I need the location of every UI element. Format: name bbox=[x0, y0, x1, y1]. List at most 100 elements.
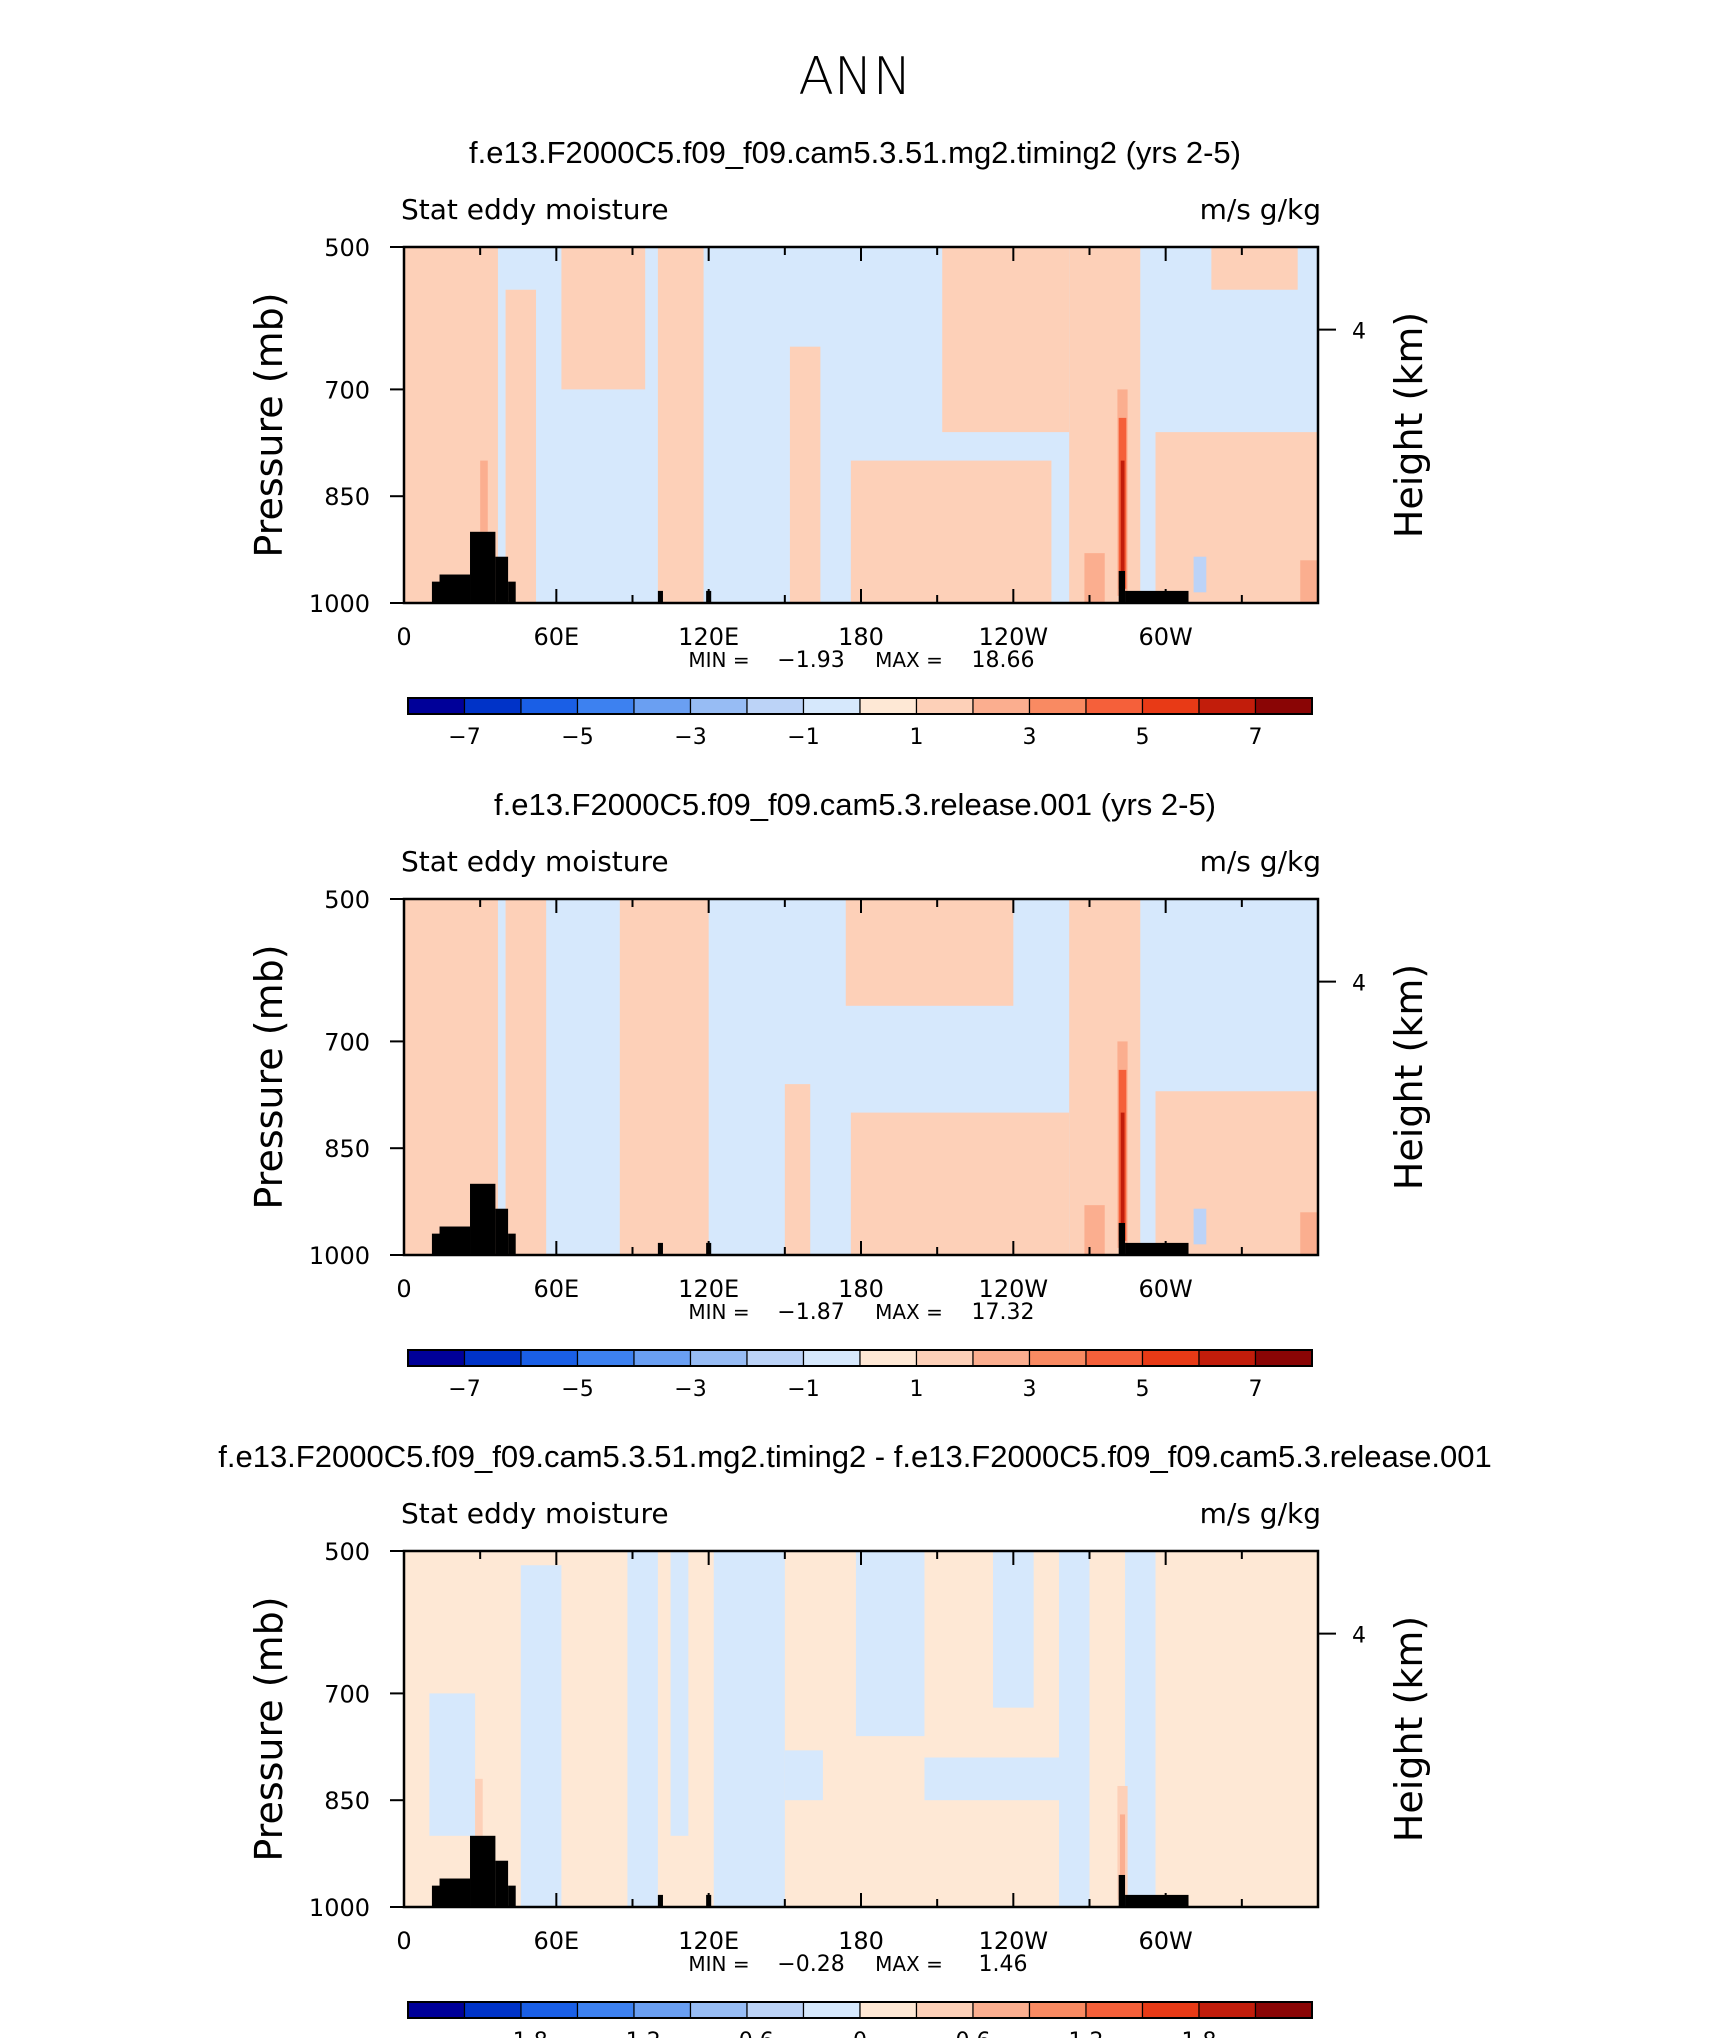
colorbar-box bbox=[1085, 1349, 1144, 1367]
contour-region bbox=[942, 247, 1070, 433]
colorbar-label: 3 bbox=[1023, 1377, 1037, 1402]
topography-mask bbox=[657, 1894, 663, 1907]
colorbar-box bbox=[859, 697, 918, 715]
colorbar-box bbox=[407, 2001, 466, 2019]
contour-region bbox=[784, 1084, 811, 1255]
colorbar-box bbox=[1254, 697, 1313, 715]
colorbar-box bbox=[633, 697, 692, 715]
left-string: Stat eddy moisture bbox=[401, 1497, 669, 1530]
chart-panel-1: f.e13.F2000C5.f09_f09.cam5.3.51.mg2.timi… bbox=[247, 135, 1431, 750]
x-tick-label: 60E bbox=[533, 623, 579, 651]
contour-region bbox=[561, 247, 646, 390]
contour-region bbox=[1069, 899, 1141, 1255]
contour-region bbox=[1155, 432, 1318, 603]
colorbar-box bbox=[407, 1349, 466, 1367]
colorbar-box bbox=[1141, 697, 1200, 715]
x-tick-label: 0 bbox=[396, 1275, 411, 1303]
contour-region bbox=[1155, 1091, 1318, 1255]
y-tick-label: 1000 bbox=[309, 1894, 370, 1922]
colorbar-box bbox=[1028, 2001, 1087, 2019]
max-label: MAX = bbox=[875, 1952, 943, 1976]
colorbar-label: 0 bbox=[853, 2029, 867, 2038]
min-value: −1.93 bbox=[777, 648, 844, 673]
colorbar-label: −7 bbox=[448, 725, 480, 750]
contour-region bbox=[1084, 1205, 1105, 1255]
contour-region bbox=[789, 346, 821, 603]
colorbar-label: 7 bbox=[1249, 725, 1263, 750]
min-label: MIN = bbox=[688, 648, 749, 672]
topography-mask bbox=[1125, 1894, 1189, 1907]
colorbar-label: 0.6 bbox=[956, 2029, 991, 2038]
x-tick-label: 180 bbox=[838, 1275, 884, 1303]
colorbar-label: 1.8 bbox=[1182, 2029, 1217, 2038]
colorbar-box bbox=[1254, 1349, 1313, 1367]
y-right-tick-label: 4 bbox=[1352, 1624, 1366, 1649]
colorbar-label: 1.2 bbox=[1069, 2029, 1104, 2038]
right-string: m/s g/kg bbox=[1200, 1497, 1321, 1530]
colorbar-box bbox=[689, 1349, 748, 1367]
x-tick-label: 60E bbox=[533, 1275, 579, 1303]
colorbar-box bbox=[689, 697, 748, 715]
contour-region bbox=[1059, 1551, 1090, 1907]
topography-mask bbox=[470, 531, 496, 603]
colorbar-box bbox=[1085, 2001, 1144, 2019]
y-tick-label: 700 bbox=[324, 1028, 370, 1056]
colorbar-label: −3 bbox=[674, 725, 706, 750]
x-tick-label: 180 bbox=[838, 623, 884, 651]
colorbar-label: −7 bbox=[448, 1377, 480, 1402]
colorbar-label: 1 bbox=[910, 725, 924, 750]
colorbar-box bbox=[520, 2001, 579, 2019]
y-tick-label: 850 bbox=[324, 1135, 370, 1163]
colorbar-label: −5 bbox=[561, 725, 593, 750]
colorbar-box bbox=[1198, 2001, 1257, 2019]
contour-region bbox=[627, 1551, 658, 1907]
colorbar-box bbox=[859, 2001, 918, 2019]
y-axis-right-title: Height (km) bbox=[1387, 964, 1431, 1190]
contour-region bbox=[505, 899, 547, 1255]
colorbar-box bbox=[802, 1349, 861, 1367]
colorbar-box bbox=[576, 2001, 635, 2019]
right-string: m/s g/kg bbox=[1200, 845, 1321, 878]
colorbar-box bbox=[463, 1349, 522, 1367]
colorbar-label: −1 bbox=[787, 725, 819, 750]
y-axis-title: Pressure (mb) bbox=[247, 944, 291, 1209]
contour-region bbox=[1211, 247, 1298, 290]
y-tick-label: 500 bbox=[324, 234, 370, 262]
contour-region bbox=[784, 1750, 823, 1801]
topography-mask bbox=[508, 581, 516, 603]
min-label: MIN = bbox=[688, 1300, 749, 1324]
left-string: Stat eddy moisture bbox=[401, 845, 669, 878]
colorbar-box bbox=[746, 2001, 805, 2019]
colorbar-box bbox=[1141, 1349, 1200, 1367]
topography-mask bbox=[495, 556, 509, 603]
topography-mask bbox=[431, 1233, 443, 1255]
colorbar-box bbox=[463, 2001, 522, 2019]
contour-region bbox=[1193, 1208, 1207, 1245]
colorbar-frame bbox=[407, 2001, 1313, 2019]
topography-mask bbox=[1125, 1242, 1189, 1255]
max-value: 1.46 bbox=[979, 1952, 1028, 1977]
colorbar-box bbox=[1085, 697, 1144, 715]
min-value: −0.28 bbox=[777, 1952, 844, 1977]
x-tick-label: 0 bbox=[396, 623, 411, 651]
colorbar-box bbox=[463, 697, 522, 715]
colorbar-box bbox=[972, 1349, 1031, 1367]
colorbar-label: −5 bbox=[561, 1377, 593, 1402]
colorbar-box bbox=[746, 1349, 805, 1367]
colorbar-box bbox=[746, 697, 805, 715]
topography-mask bbox=[508, 1885, 516, 1907]
x-tick-label: 60W bbox=[1139, 1927, 1193, 1955]
colorbar-box bbox=[1254, 2001, 1313, 2019]
y-tick-label: 850 bbox=[324, 1787, 370, 1815]
topography-mask bbox=[470, 1835, 496, 1907]
colorbar-label: 5 bbox=[1136, 725, 1150, 750]
colorbar-box bbox=[859, 1349, 918, 1367]
colorbar-box bbox=[972, 2001, 1031, 2019]
x-tick-label: 120E bbox=[678, 1275, 739, 1303]
contour-region bbox=[1193, 556, 1207, 593]
topography-mask bbox=[508, 1233, 516, 1255]
colorbar-label: 1 bbox=[910, 1377, 924, 1402]
colorbar-box bbox=[1141, 2001, 1200, 2019]
topography-mask bbox=[439, 1226, 471, 1255]
x-tick-label: 180 bbox=[838, 1927, 884, 1955]
